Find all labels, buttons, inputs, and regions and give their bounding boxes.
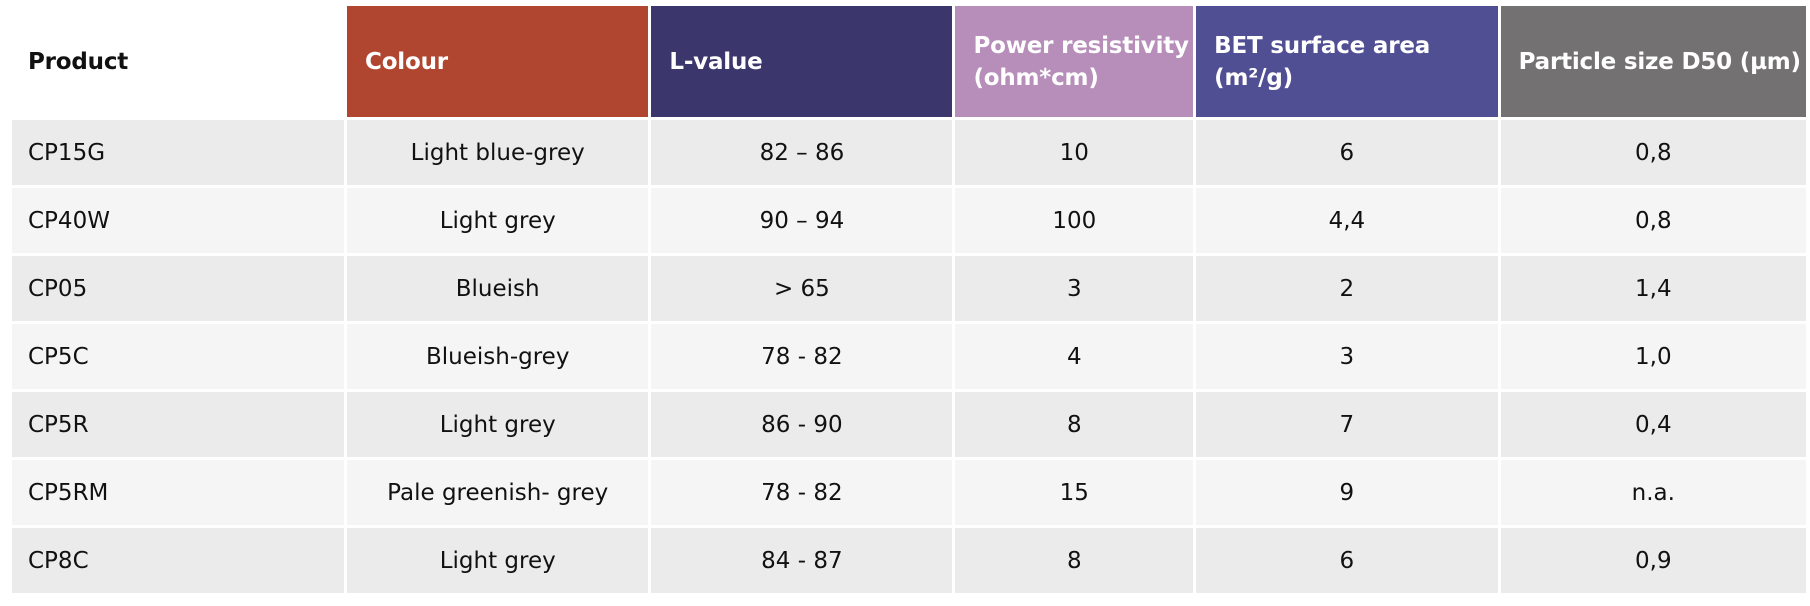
table-row: CP40W Light grey 90 – 94 100 4,4 0,8 xyxy=(12,188,1806,253)
cell-colour: Light blue-grey xyxy=(347,120,649,185)
cell-l-value: 90 – 94 xyxy=(651,188,953,253)
cell-particle-size: 0,9 xyxy=(1500,528,1806,593)
cell-product: CP40W xyxy=(12,188,345,253)
cell-colour: Blueish xyxy=(347,256,649,321)
header-row: Product Colour L-value Power resistivity… xyxy=(12,6,1806,117)
header-product: Product xyxy=(12,6,345,117)
table-row: CP15G Light blue-grey 82 – 86 10 6 0,8 xyxy=(12,120,1806,185)
cell-resistivity: 8 xyxy=(955,392,1194,457)
cell-product: CP05 xyxy=(12,256,345,321)
header-bet-surface-area: BET surface area (m²/g) xyxy=(1196,6,1498,117)
cell-colour: Light grey xyxy=(347,392,649,457)
cell-particle-size: n.a. xyxy=(1500,460,1806,525)
header-power-resistivity: Power resistivity (ohm*cm) xyxy=(955,6,1194,117)
cell-resistivity: 8 xyxy=(955,528,1194,593)
cell-bet: 6 xyxy=(1196,120,1498,185)
cell-l-value: 84 - 87 xyxy=(651,528,953,593)
header-particle-size: Particle size D50 (µm) xyxy=(1500,6,1806,117)
cell-l-value: 78 - 82 xyxy=(651,324,953,389)
cell-resistivity: 3 xyxy=(955,256,1194,321)
cell-particle-size: 0,4 xyxy=(1500,392,1806,457)
table-row: CP5R Light grey 86 - 90 8 7 0,4 xyxy=(12,392,1806,457)
cell-bet: 3 xyxy=(1196,324,1498,389)
table-row: CP5C Blueish-grey 78 - 82 4 3 1,0 xyxy=(12,324,1806,389)
cell-product: CP15G xyxy=(12,120,345,185)
cell-bet: 7 xyxy=(1196,392,1498,457)
table-row: CP5RM Pale greenish- grey 78 - 82 15 9 n… xyxy=(12,460,1806,525)
cell-resistivity: 4 xyxy=(955,324,1194,389)
cell-resistivity: 100 xyxy=(955,188,1194,253)
cell-bet: 4,4 xyxy=(1196,188,1498,253)
cell-l-value: > 65 xyxy=(651,256,953,321)
cell-particle-size: 0,8 xyxy=(1500,188,1806,253)
cell-resistivity: 15 xyxy=(955,460,1194,525)
product-table-container: Product Colour L-value Power resistivity… xyxy=(12,6,1806,593)
cell-particle-size: 1,0 xyxy=(1500,324,1806,389)
cell-colour: Light grey xyxy=(347,528,649,593)
cell-colour: Blueish-grey xyxy=(347,324,649,389)
cell-product: CP8C xyxy=(12,528,345,593)
cell-bet: 9 xyxy=(1196,460,1498,525)
cell-bet: 2 xyxy=(1196,256,1498,321)
cell-product: CP5C xyxy=(12,324,345,389)
cell-resistivity: 10 xyxy=(955,120,1194,185)
cell-particle-size: 1,4 xyxy=(1500,256,1806,321)
cell-colour: Light grey xyxy=(347,188,649,253)
header-l-value: L-value xyxy=(651,6,953,117)
cell-colour: Pale greenish- grey xyxy=(347,460,649,525)
header-colour: Colour xyxy=(347,6,649,117)
product-spec-table: Product Colour L-value Power resistivity… xyxy=(9,3,1809,596)
cell-l-value: 86 - 90 xyxy=(651,392,953,457)
cell-l-value: 78 - 82 xyxy=(651,460,953,525)
table-row: CP05 Blueish > 65 3 2 1,4 xyxy=(12,256,1806,321)
table-row: CP8C Light grey 84 - 87 8 6 0,9 xyxy=(12,528,1806,593)
cell-product: CP5RM xyxy=(12,460,345,525)
cell-l-value: 82 – 86 xyxy=(651,120,953,185)
cell-particle-size: 0,8 xyxy=(1500,120,1806,185)
cell-bet: 6 xyxy=(1196,528,1498,593)
cell-product: CP5R xyxy=(12,392,345,457)
